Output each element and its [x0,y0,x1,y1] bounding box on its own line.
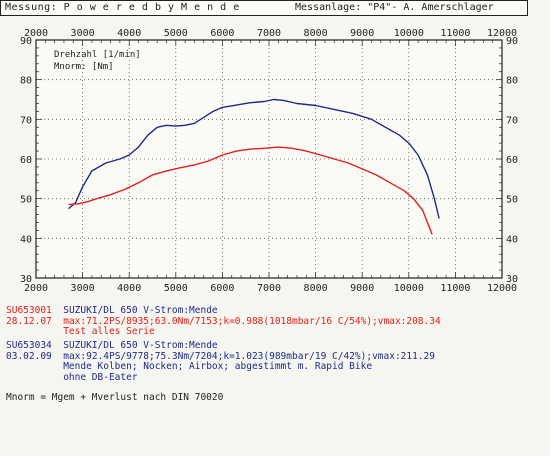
run2-note-1: Mende Kolben; Nocken; Airbox; abgestimmt… [63,361,373,372]
run2-title: SUZUKI/DL 650 V-Strom:Mende [63,340,218,351]
x-tick-label-bottom: 9000 [350,283,374,294]
x-tick-label-top: 3000 [71,28,95,39]
y-tick-label-right: 40 [506,234,518,245]
x-tick-label-bottom: 4000 [117,283,141,294]
test-bench-label: Messanlage: "P4"- A. Amerschlager [295,2,494,13]
x-tick-label-bottom: 5000 [164,283,188,294]
y-tick-label-right: 80 [506,76,518,87]
x-tick-label-top: 8000 [304,28,328,39]
torque-curve-stock [68,146,433,235]
y-tick-label-right: 90 [506,36,518,47]
run2-id: SU653034 [6,340,52,351]
x-tick-label-top: 2000 [24,28,48,39]
y-tick-label-left: 50 [20,195,32,206]
x-tick-label-bottom: 3000 [71,283,95,294]
y-tick-label-left: 90 [20,36,32,47]
y-tick-label-left: 80 [20,76,32,87]
x-tick-label-top: 7000 [257,28,281,39]
x-tick-label-bottom: 7000 [257,283,281,294]
run1-id: SU653001 [6,305,52,316]
footer-note: Mnorm = Mgem + Mverlust nach DIN 70020 [6,392,224,403]
legend-run-1: SU653001 SUZUKI/DL 650 V-Strom:Mende 28.… [6,305,441,338]
y-tick-label-left: 70 [20,115,32,126]
legend-run-2: SU653034 SUZUKI/DL 650 V-Strom:Mende 03.… [6,340,435,383]
x-tick-label-bottom: 2000 [24,283,48,294]
rpm-unit-label: Drehzahl [1/min] [54,50,141,60]
x-tick-label-bottom: 6000 [210,283,234,294]
y-tick-label-right: 50 [506,195,518,206]
x-tick-label-bottom: 10000 [394,283,424,294]
measurement-header: Messung: P o w e r e d b y M e n d e Mes… [0,0,528,16]
y-tick-label-left: 60 [20,155,32,166]
x-tick-label-bottom: 12000 [487,283,517,294]
y-tick-label-right: 30 [506,274,518,285]
x-tick-label-bottom: 8000 [304,283,328,294]
x-tick-label-top: 12000 [487,28,517,39]
x-tick-label-top: 9000 [350,28,374,39]
x-tick-label-top: 11000 [440,28,470,39]
run1-title: SUZUKI/DL 650 V-Strom:Mende [63,305,218,316]
torque-curve-tuned [68,98,440,219]
x-tick-label-top: 6000 [210,28,234,39]
y-tick-label-right: 60 [506,155,518,166]
x-tick-label-top: 5000 [164,28,188,39]
run2-values: max:92.4PS/9778;75.3Nm/7204;k=1.023(989m… [63,350,435,362]
run2-date: 03.02.09 [6,350,52,362]
run2-note-2: ohne DB-Eater [63,371,138,383]
x-tick-label-bottom: 11000 [440,283,470,294]
dyno-chart: 2000 2000 3000 3000 4000 4000 5000 5000 6000 6000… [20,28,518,294]
y-tick-label-left: 30 [20,274,32,285]
run1-note: Test alles Serie [63,326,155,337]
torque-unit-label: Mnorm: [Nm] [54,62,114,72]
run1-values: max:71.2PS/8935;63.0Nm/7153;k=0.988(1018… [63,315,441,327]
plot-frame [35,39,503,279]
y-tick-label-left: 40 [20,234,32,245]
y-tick-label-right: 70 [506,115,518,126]
run1-date: 28.12.07 [6,315,52,327]
measurement-label: Messung: P o w e r e d b y M e n d e [5,2,240,13]
x-tick-label-top: 4000 [117,28,141,39]
x-tick-label-top: 10000 [394,28,424,39]
